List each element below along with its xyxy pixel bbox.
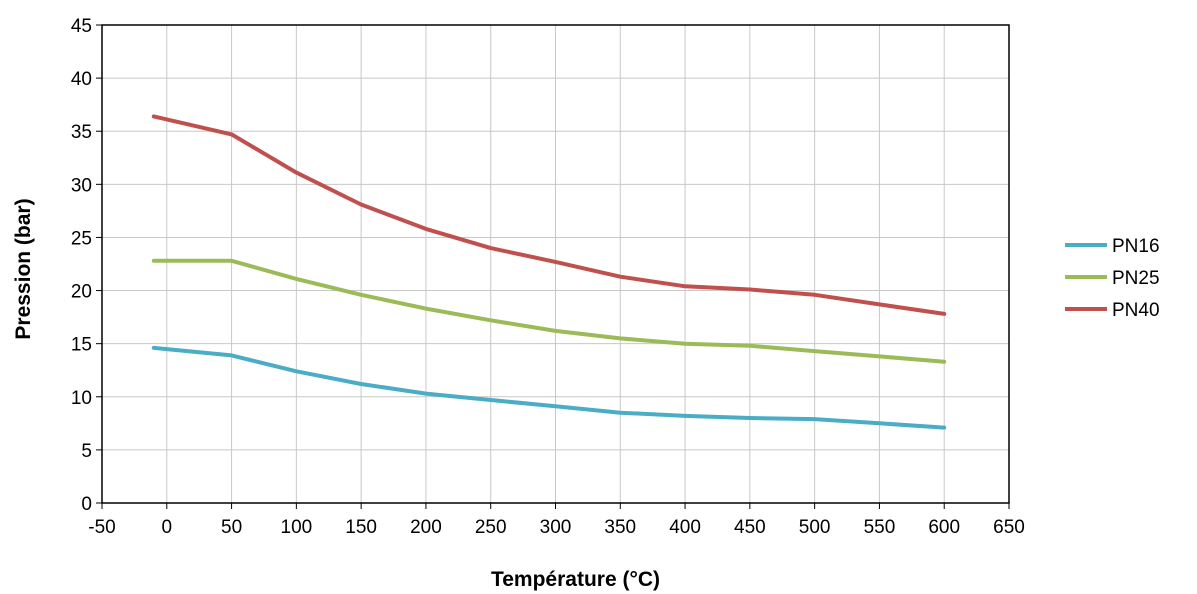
x-tick-label: 550 xyxy=(864,517,896,538)
y-axis-ticks: 0 5 10 15 20 25 30 35 40 45 xyxy=(71,16,102,515)
y-tick-label: 10 xyxy=(71,388,92,409)
x-tick-label: 450 xyxy=(734,517,766,538)
x-tick-label: 200 xyxy=(410,517,442,538)
legend-label-pn16: PN16 xyxy=(1112,236,1160,257)
y-tick-label: 0 xyxy=(81,494,92,515)
series-lines xyxy=(151,114,947,430)
y-tick-label: 15 xyxy=(71,335,92,356)
y-tick-label: 40 xyxy=(71,69,92,90)
y-tick-label: 20 xyxy=(71,282,92,303)
x-axis-ticks: -50 0 50 100 150 200 250 300 350 400 450 500 550 600 6… xyxy=(88,503,1025,538)
x-tick-label: 300 xyxy=(540,517,572,538)
y-tick-label: 45 xyxy=(71,16,92,37)
y-tick-label: 35 xyxy=(71,122,92,143)
legend-label-pn40: PN40 xyxy=(1112,300,1160,321)
x-axis-title: Température (°C) xyxy=(491,568,660,591)
legend: PN16 PN25 PN40 xyxy=(1065,236,1160,321)
y-axis-title: Pression (bar) xyxy=(12,198,35,339)
y-tick-label: 30 xyxy=(71,175,92,196)
series-line-pn16 xyxy=(151,345,947,430)
x-tick-label: 350 xyxy=(604,517,636,538)
x-tick-label: 250 xyxy=(475,517,507,538)
x-tick-label: 50 xyxy=(221,517,242,538)
legend-label-pn25: PN25 xyxy=(1112,268,1160,289)
x-tick-label: 0 xyxy=(161,517,172,538)
series-line-pn40 xyxy=(151,114,947,316)
x-tick-label: 650 xyxy=(993,517,1025,538)
x-tick-label: -50 xyxy=(88,517,115,538)
x-tick-label: 500 xyxy=(799,517,831,538)
x-tick-label: 600 xyxy=(928,517,960,538)
y-tick-label: 5 xyxy=(81,441,92,462)
y-tick-label: 25 xyxy=(71,228,92,249)
x-tick-label: 100 xyxy=(281,517,313,538)
x-tick-label: 400 xyxy=(669,517,701,538)
x-tick-label: 150 xyxy=(345,517,377,538)
series-line-pn25 xyxy=(151,258,947,364)
